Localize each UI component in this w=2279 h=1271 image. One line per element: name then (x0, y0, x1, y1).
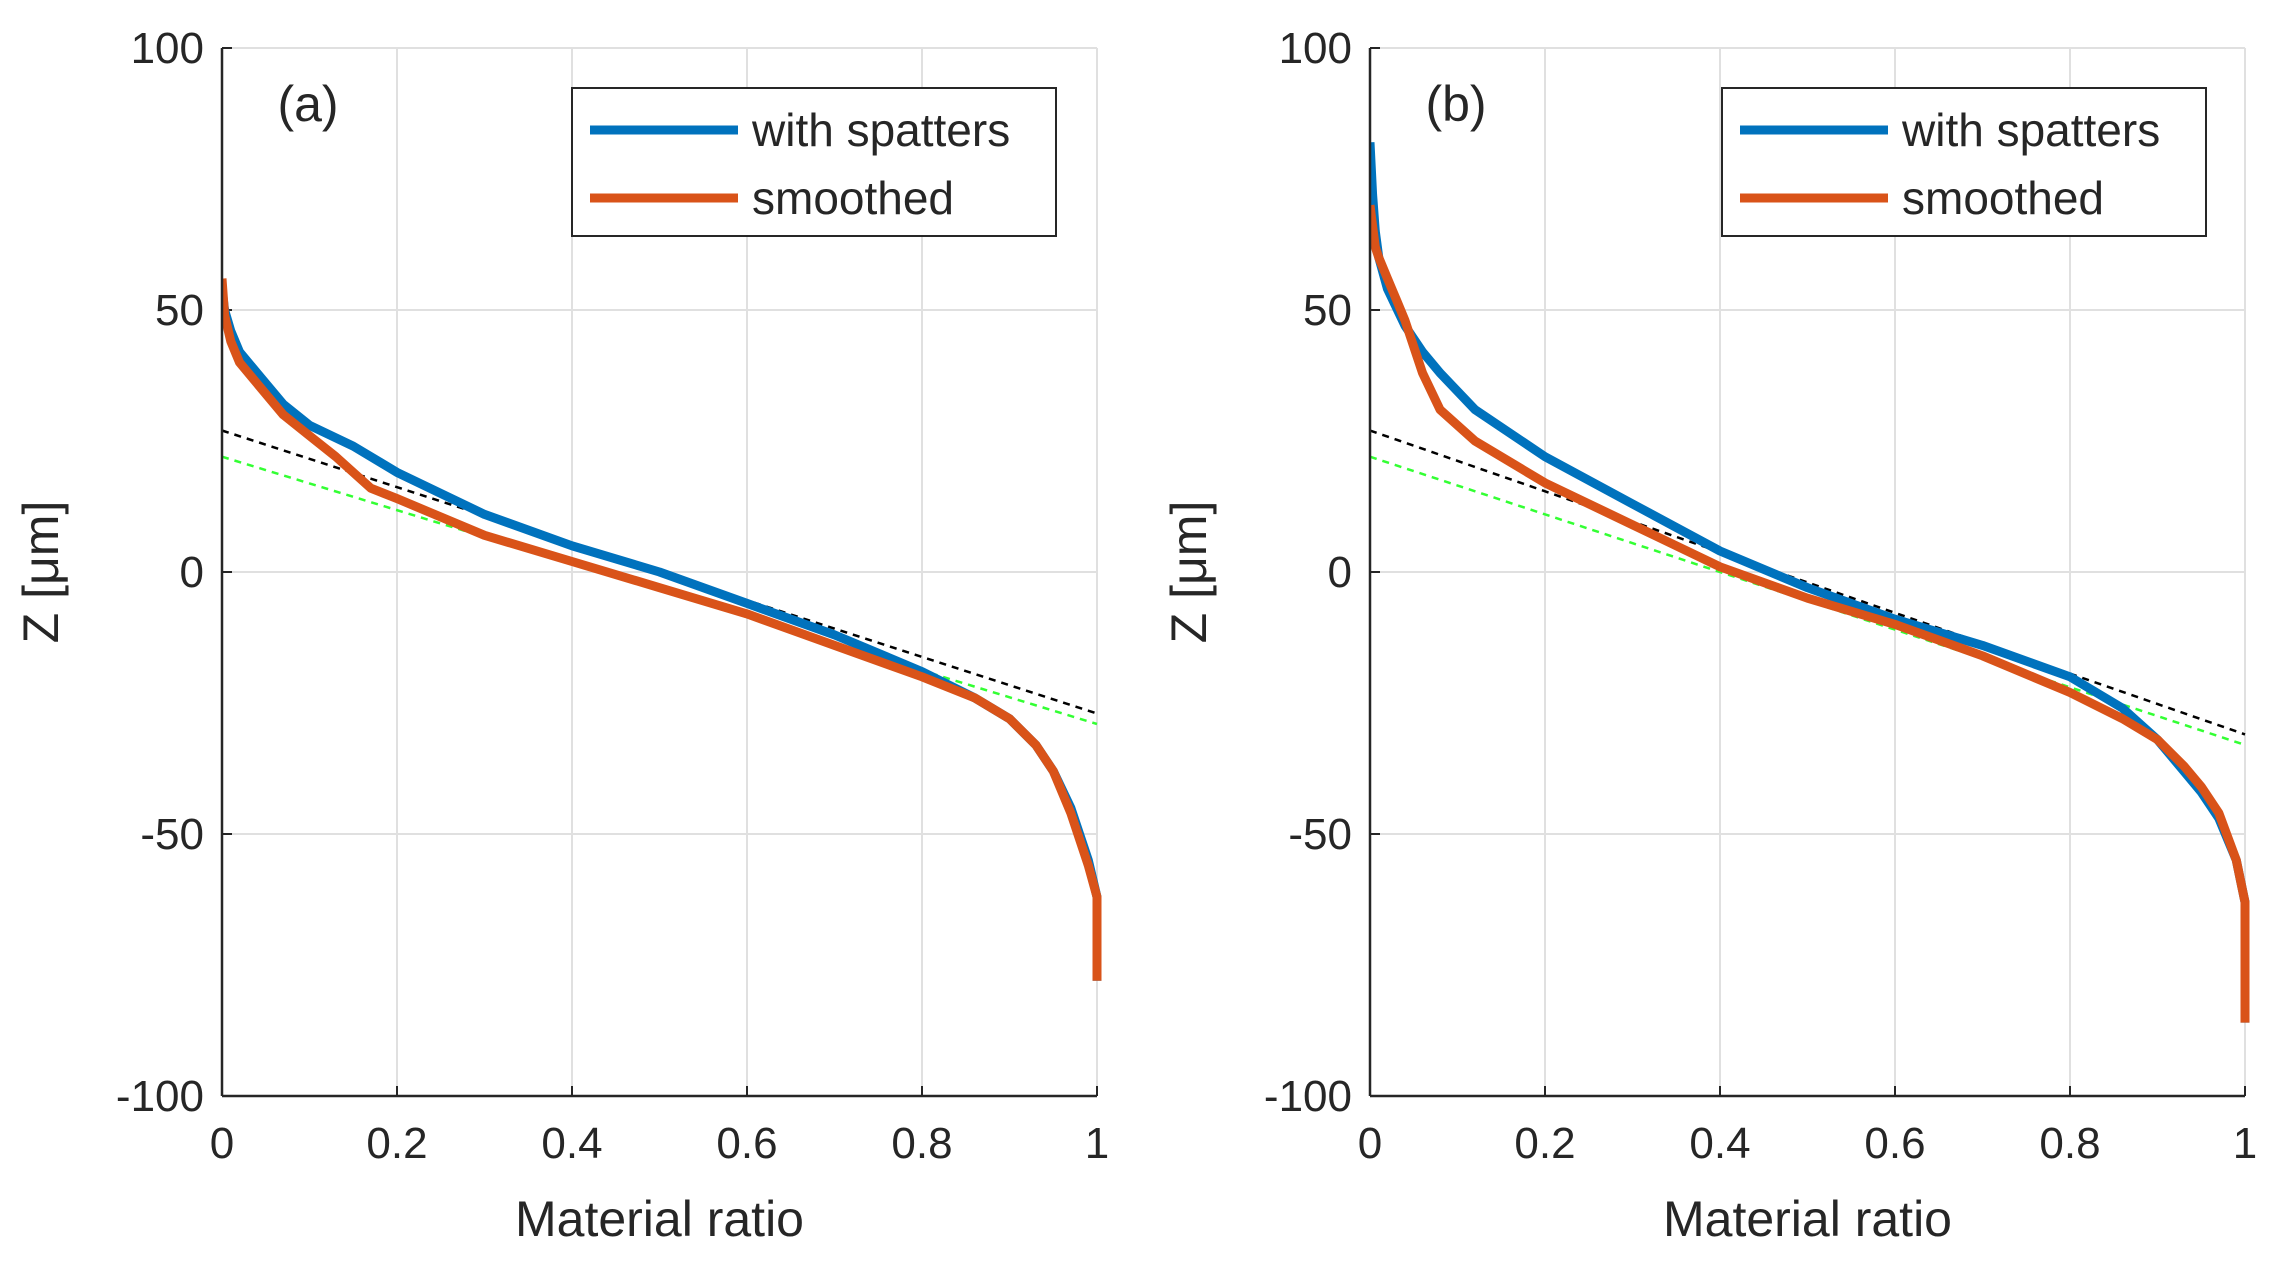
x-tick-label: 0.6 (716, 1119, 777, 1168)
y-tick-label: -50 (140, 810, 204, 859)
y-tick-label: 100 (1279, 24, 1352, 73)
legend-box (571, 87, 1057, 237)
legend: with spatters smoothed (1721, 87, 2207, 237)
y-tick-label: 100 (131, 24, 204, 73)
y-tick-label: 0 (180, 548, 204, 597)
legend-entry: smoothed (1902, 172, 2104, 224)
y-tick-label: 50 (1303, 286, 1352, 335)
chart-panel-b: 0 0.2 0.4 0.6 0.8 1 100 50 0 -50 -100 Material rati… (1161, 24, 2257, 1247)
y-tick-label: -100 (1264, 1072, 1352, 1121)
x-tick-label: 0.2 (366, 1119, 427, 1168)
x-axis-label: Material ratio (515, 1191, 804, 1247)
panel-label: (a) (277, 76, 338, 132)
legend-entry: with spatters (1901, 104, 2160, 156)
x-tick-label: 0 (1358, 1119, 1382, 1168)
panel-label: (b) (1425, 76, 1486, 132)
x-tick-label: 0 (210, 1119, 234, 1168)
x-tick-label: 0.4 (541, 1119, 602, 1168)
x-tick-label: 0.2 (1514, 1119, 1575, 1168)
x-tick-label: 0.8 (2039, 1119, 2100, 1168)
legend: with spatters smoothed (571, 87, 1057, 237)
x-tick-label: 1 (2233, 1119, 2257, 1168)
x-tick-label: 0.8 (891, 1119, 952, 1168)
chart-panel-a: 0 0.2 0.4 0.6 0.8 1 100 50 0 -50 -100 Material rati… (13, 24, 1109, 1247)
y-tick-label: 50 (155, 286, 204, 335)
x-axis-label: Material ratio (1663, 1191, 1952, 1247)
y-tick-label: 0 (1328, 548, 1352, 597)
legend-entry: with spatters (751, 104, 1010, 156)
y-axis-label: Z [μm] (1161, 501, 1217, 644)
x-tick-label: 1 (1085, 1119, 1109, 1168)
y-tick-label: -100 (116, 1072, 204, 1121)
x-tick-label: 0.4 (1689, 1119, 1750, 1168)
dashed-fit-line (1370, 429, 2246, 736)
legend-entry: smoothed (752, 172, 954, 224)
y-axis-label: Z [μm] (13, 501, 69, 644)
series-line-smoothed (222, 278, 1102, 981)
legend-box (1721, 87, 2207, 237)
x-tick-label: 0.6 (1864, 1119, 1925, 1168)
series-line-smoothed (1370, 204, 2250, 1023)
y-tick-label: -50 (1288, 810, 1352, 859)
